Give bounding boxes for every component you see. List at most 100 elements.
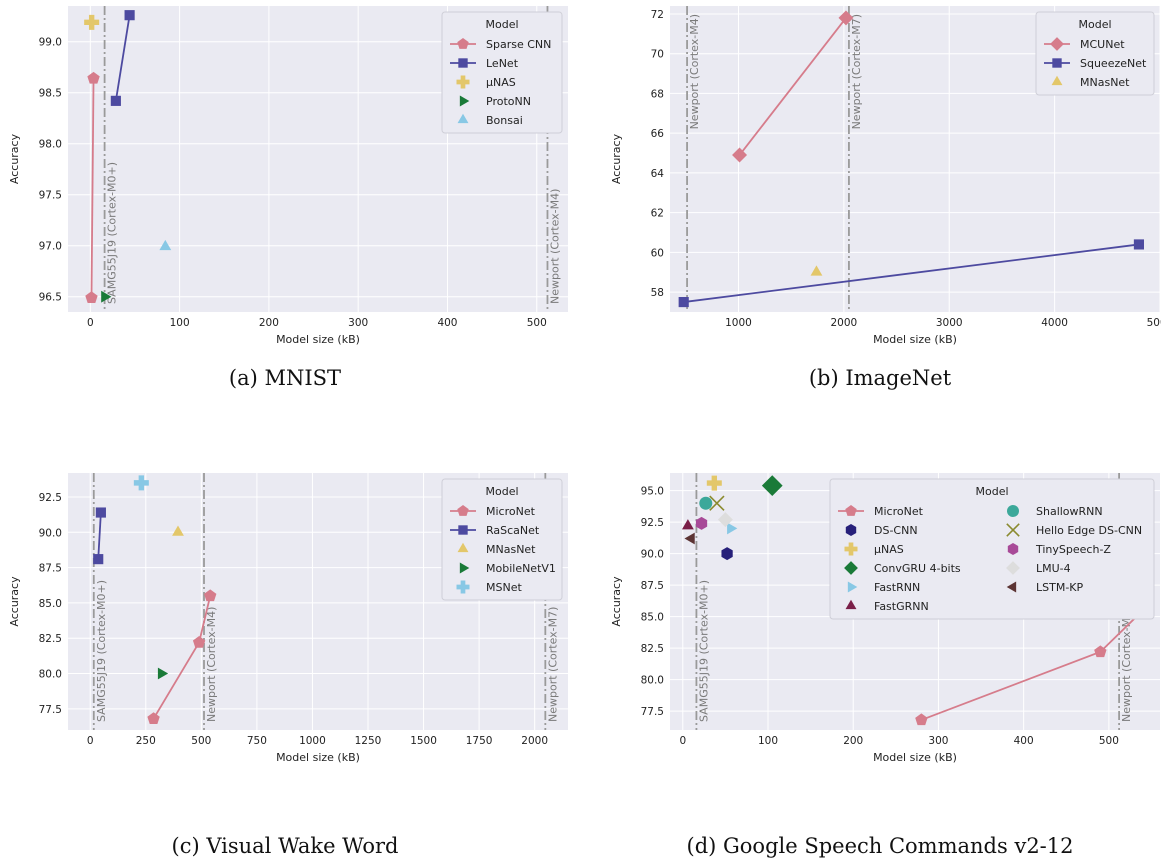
legend-label: MicroNet xyxy=(486,505,536,518)
legend: Model MCUNet SqueezeNet MNasNet xyxy=(1035,11,1155,96)
reference-line-label: Newport (Cortex-M4) xyxy=(548,189,561,304)
chart-caption: (c) Visual Wake Word xyxy=(171,834,399,858)
series-fastgrnn xyxy=(681,519,694,530)
y-tick-label: 90.0 xyxy=(39,527,62,539)
legend-title: Model xyxy=(975,485,1008,498)
legend-label: μNAS xyxy=(486,76,516,89)
y-tick-label: 82.5 xyxy=(39,633,62,645)
y-tick-label: 85.0 xyxy=(641,612,664,624)
legend-marker xyxy=(459,95,470,107)
y-tick-label: 66 xyxy=(651,128,665,140)
legend-label: MCUNet xyxy=(1080,38,1125,51)
y-axis-label: Accuracy xyxy=(610,576,623,627)
reference-line-label: Newport (Cortex-M7) xyxy=(850,14,863,129)
data-point xyxy=(709,495,725,511)
x-axis-label: Model size (kB) xyxy=(276,333,360,346)
legend-marker xyxy=(1006,561,1020,575)
x-tick-label: 1000 xyxy=(725,317,752,329)
marker-stroke xyxy=(709,495,725,511)
reference-line-label: SAMG55J19 (Cortex-M0+) xyxy=(106,162,119,304)
y-tick-label: 82.5 xyxy=(641,643,664,655)
legend-title: Model xyxy=(485,485,518,498)
legend-label: DS-CNN xyxy=(874,524,918,537)
data-point xyxy=(721,547,733,561)
x-tick-label: 0 xyxy=(87,735,94,747)
data-point xyxy=(699,496,713,510)
y-tick-label: 62 xyxy=(651,208,664,220)
chart-visual-wake-word: 0 250 500 750 1000 1250 1500 1750 2000 77.5 80.0 82… xyxy=(0,435,580,867)
series-mobilenetv1 xyxy=(157,667,169,680)
series-squeezenet xyxy=(678,239,1144,308)
data-point xyxy=(204,589,217,602)
series-shallowrnn xyxy=(699,496,713,510)
data-point xyxy=(93,554,104,565)
y-tick-label: 77.5 xyxy=(641,706,664,718)
legend-marker xyxy=(845,599,857,610)
y-tick-label: 92.5 xyxy=(641,517,664,529)
legend-marker xyxy=(458,525,468,535)
legend-box xyxy=(441,478,563,601)
legend-box xyxy=(441,11,563,134)
y-tick-label: 77.5 xyxy=(39,704,62,716)
y-tick-label: 64 xyxy=(651,168,665,180)
reference-line-label: Newport (Cortex-M4) xyxy=(688,14,701,129)
reference-line-label: SAMG55J19 (Cortex-M0+) xyxy=(95,580,108,722)
data-point xyxy=(95,507,106,518)
data-point xyxy=(706,475,722,491)
data-point xyxy=(101,290,112,303)
x-tick-label: 100 xyxy=(758,735,778,747)
series-rascanet xyxy=(93,507,106,565)
legend-marker xyxy=(457,505,469,516)
data-point xyxy=(1094,645,1107,658)
legend: Model MicroNet RaScaNet MNasNet MobileNetV1 M… xyxy=(441,478,563,601)
x-tick-label: 300 xyxy=(348,317,368,329)
legend-marker xyxy=(845,505,857,516)
legend-marker xyxy=(1050,37,1064,51)
legend-label: LSTM-KP xyxy=(1036,581,1084,594)
data-point xyxy=(1133,239,1144,250)
x-tick-label: 0 xyxy=(679,735,686,747)
data-point xyxy=(147,712,160,724)
x-tick-label: 1000 xyxy=(299,735,326,747)
legend-title: Model xyxy=(1078,18,1111,31)
y-tick-label: 87.5 xyxy=(641,580,664,592)
data-point xyxy=(172,525,184,536)
legend-label: MSNet xyxy=(486,581,522,594)
x-tick-label: 4000 xyxy=(1041,317,1068,329)
legend-marker xyxy=(844,542,858,556)
series-lenet xyxy=(110,10,135,106)
legend-marker xyxy=(1006,581,1017,593)
series-line xyxy=(738,17,847,156)
x-axis-label: Model size (kB) xyxy=(276,751,360,764)
series-micronet xyxy=(147,589,217,724)
reference-line-label: Newport (Cortex-M4) xyxy=(205,607,218,722)
legend: Model MicroNet DS-CNN μNAS ConvGRU 4-bits Fas… xyxy=(829,478,1155,620)
x-tick-label: 300 xyxy=(928,735,948,747)
marker-stroke xyxy=(1006,523,1020,537)
series-line xyxy=(683,243,1140,303)
x-tick-label: 1250 xyxy=(355,735,382,747)
chart-imagenet: 1000 2000 3000 4000 5000 58 60 62 64 66 68 70 72 Mode… xyxy=(580,0,1161,420)
legend-marker xyxy=(459,562,470,574)
chart-caption: (d) Google Speech Commands v2-12 xyxy=(686,834,1074,858)
y-tick-label: 80.0 xyxy=(641,675,664,687)
legend-label: MobileNetV1 xyxy=(486,562,556,575)
y-tick-label: 98.5 xyxy=(39,88,62,100)
legend-label: FastGRNN xyxy=(874,600,929,613)
legend-label: ProtoNN xyxy=(486,95,531,108)
legend-label: FastRNN xyxy=(874,581,920,594)
x-tick-label: 750 xyxy=(247,735,267,747)
legend-marker xyxy=(458,58,468,68)
y-tick-label: 60 xyxy=(651,247,664,259)
y-tick-label: 98.0 xyxy=(39,139,62,151)
data-point xyxy=(810,265,823,276)
x-tick-label: 500 xyxy=(527,317,547,329)
data-point xyxy=(727,522,738,535)
series-msnet xyxy=(133,475,149,491)
x-tick-label: 400 xyxy=(1014,735,1034,747)
reference-line-label: SAMG55J19 (Cortex-M0+) xyxy=(697,580,710,722)
chart-caption: (a) MNIST xyxy=(228,366,342,390)
legend-label: MNasNet xyxy=(1080,76,1130,89)
series--nas xyxy=(706,475,722,491)
x-tick-label: 1750 xyxy=(466,735,493,747)
